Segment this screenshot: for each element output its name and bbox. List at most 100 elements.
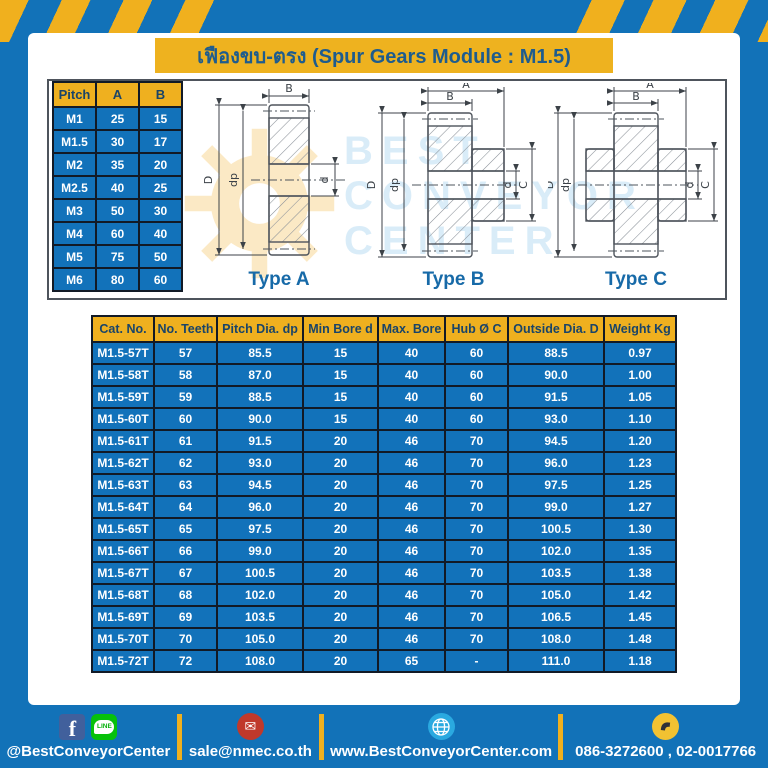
facebook-icon: f — [59, 713, 86, 740]
table-row: M1 25 15 — [52, 106, 183, 131]
table-cell: M1.5-58T — [91, 363, 155, 387]
table-cell: 20 — [302, 539, 379, 563]
table-cell: M1.5-67T — [91, 561, 155, 585]
column-header: B — [138, 81, 183, 108]
svg-text:A: A — [646, 83, 654, 91]
table-cell: 102.0 — [507, 539, 605, 563]
footer-phone-section: 086-3272600 , 02-0017766 — [563, 705, 768, 768]
table-cell: 103.5 — [507, 561, 605, 585]
table-cell: 60 — [138, 267, 183, 292]
table-cell: 60 — [444, 385, 509, 409]
table-cell: M2.5 — [52, 175, 97, 200]
table-cell: 1.45 — [603, 605, 677, 629]
table-cell: 46 — [377, 627, 446, 651]
table-cell: 1.48 — [603, 627, 677, 651]
table-cell: 46 — [377, 583, 446, 607]
table-cell: 46 — [377, 561, 446, 585]
svg-text:d: d — [683, 182, 696, 189]
table-cell: 70 — [444, 451, 509, 475]
table-cell: 1.35 — [603, 539, 677, 563]
table-cell: 25 — [138, 175, 183, 200]
table-cell: M1.5-60T — [91, 407, 155, 431]
table-cell: 111.0 — [507, 649, 605, 673]
table-cell: 68 — [153, 583, 218, 607]
globe-icon — [427, 713, 455, 740]
table-cell: 97.5 — [507, 473, 605, 497]
table-cell: M2 — [52, 152, 97, 177]
table-cell: 60 — [444, 407, 509, 431]
table-cell: 1.27 — [603, 495, 677, 519]
table-cell: 70 — [153, 627, 218, 651]
table-cell: 80 — [95, 267, 140, 292]
line-app-icon: LINE — [91, 713, 118, 740]
column-header: Pitch Dia. dp — [216, 315, 304, 343]
table-row: M1.5-66T 66 99.0 20 46 70 102.0 1.35 — [91, 539, 677, 563]
table-cell: 40 — [138, 221, 183, 246]
footer-divider — [176, 713, 182, 760]
table-cell: 20 — [302, 561, 379, 585]
table-cell: 1.05 — [603, 385, 677, 409]
table-cell: 105.0 — [216, 627, 304, 651]
table-cell: 75 — [95, 244, 140, 269]
table-cell: 40 — [377, 363, 446, 387]
table-cell: 20 — [138, 152, 183, 177]
table-cell: M5 — [52, 244, 97, 269]
table-cell: 91.5 — [507, 385, 605, 409]
table-cell: 40 — [95, 175, 140, 200]
table-cell: 103.5 — [216, 605, 304, 629]
email-address: sale@nmec.co.th — [188, 743, 312, 760]
table-cell: 57 — [153, 341, 218, 365]
table-cell: 108.0 — [216, 649, 304, 673]
spec-table-header-row: Cat. No. No. Teeth Pitch Dia. dp Min Bore d… — [91, 315, 677, 343]
table-row: M5 75 50 — [52, 244, 183, 269]
table-cell: 46 — [377, 517, 446, 541]
table-cell: 63 — [153, 473, 218, 497]
page-title: เฟืองขบ-ตรง (Spur Gears Module : M1.5) — [197, 45, 571, 68]
svg-text:D: D — [366, 181, 378, 189]
table-cell: 97.5 — [216, 517, 304, 541]
table-cell: 20 — [302, 429, 379, 453]
table-cell: 70 — [444, 627, 509, 651]
table-cell: 90.0 — [216, 407, 304, 431]
table-row: M1.5-64T 64 96.0 20 46 70 99.0 1.27 — [91, 495, 677, 519]
table-cell: 1.20 — [603, 429, 677, 453]
table-cell: 30 — [95, 129, 140, 154]
gear-type-b-drawing: A B D dp d C — [366, 83, 536, 258]
table-cell: 15 — [302, 407, 379, 431]
table-cell: M1.5-66T — [91, 539, 155, 563]
table-row: M6 80 60 — [52, 267, 183, 292]
table-cell: 99.0 — [216, 539, 304, 563]
table-cell: 20 — [302, 451, 379, 475]
svg-text:dp: dp — [227, 173, 240, 187]
table-cell: 20 — [302, 627, 379, 651]
table-cell: M6 — [52, 267, 97, 292]
table-cell: 25 — [95, 106, 140, 131]
type-b-label: Type B — [422, 269, 485, 290]
table-cell: 87.0 — [216, 363, 304, 387]
table-cell: 60 — [444, 341, 509, 365]
pitch-table-header-row: Pitch A B — [52, 81, 183, 108]
table-cell: 60 — [95, 221, 140, 246]
table-cell: 64 — [153, 495, 218, 519]
table-cell: M1 — [52, 106, 97, 131]
table-cell: 46 — [377, 495, 446, 519]
table-cell: 93.0 — [216, 451, 304, 475]
table-cell: 90.0 — [507, 363, 605, 387]
table-cell: M1.5-68T — [91, 583, 155, 607]
column-header: Outside Dia. D — [507, 315, 605, 343]
svg-text:A: A — [462, 83, 470, 91]
footer-divider — [558, 713, 564, 760]
page-title-bar: เฟืองขบ-ตรง (Spur Gears Module : M1.5) — [155, 38, 613, 73]
table-cell: 30 — [138, 198, 183, 223]
table-row: M1.5-65T 65 97.5 20 46 70 100.5 1.30 — [91, 517, 677, 541]
column-header: Hub Ø C — [444, 315, 509, 343]
table-cell: 1.38 — [603, 561, 677, 585]
diagram-type-a: B D dp d Type A — [199, 83, 359, 298]
table-cell: 15 — [302, 363, 379, 387]
table-cell: 70 — [444, 539, 509, 563]
table-cell: 70 — [444, 473, 509, 497]
table-row: M1.5-57T 57 85.5 15 40 60 88.5 0.97 — [91, 341, 677, 365]
table-row: M1.5-72T 72 108.0 20 65-111.0 1.18 — [91, 649, 677, 673]
table-cell: 70 — [444, 517, 509, 541]
